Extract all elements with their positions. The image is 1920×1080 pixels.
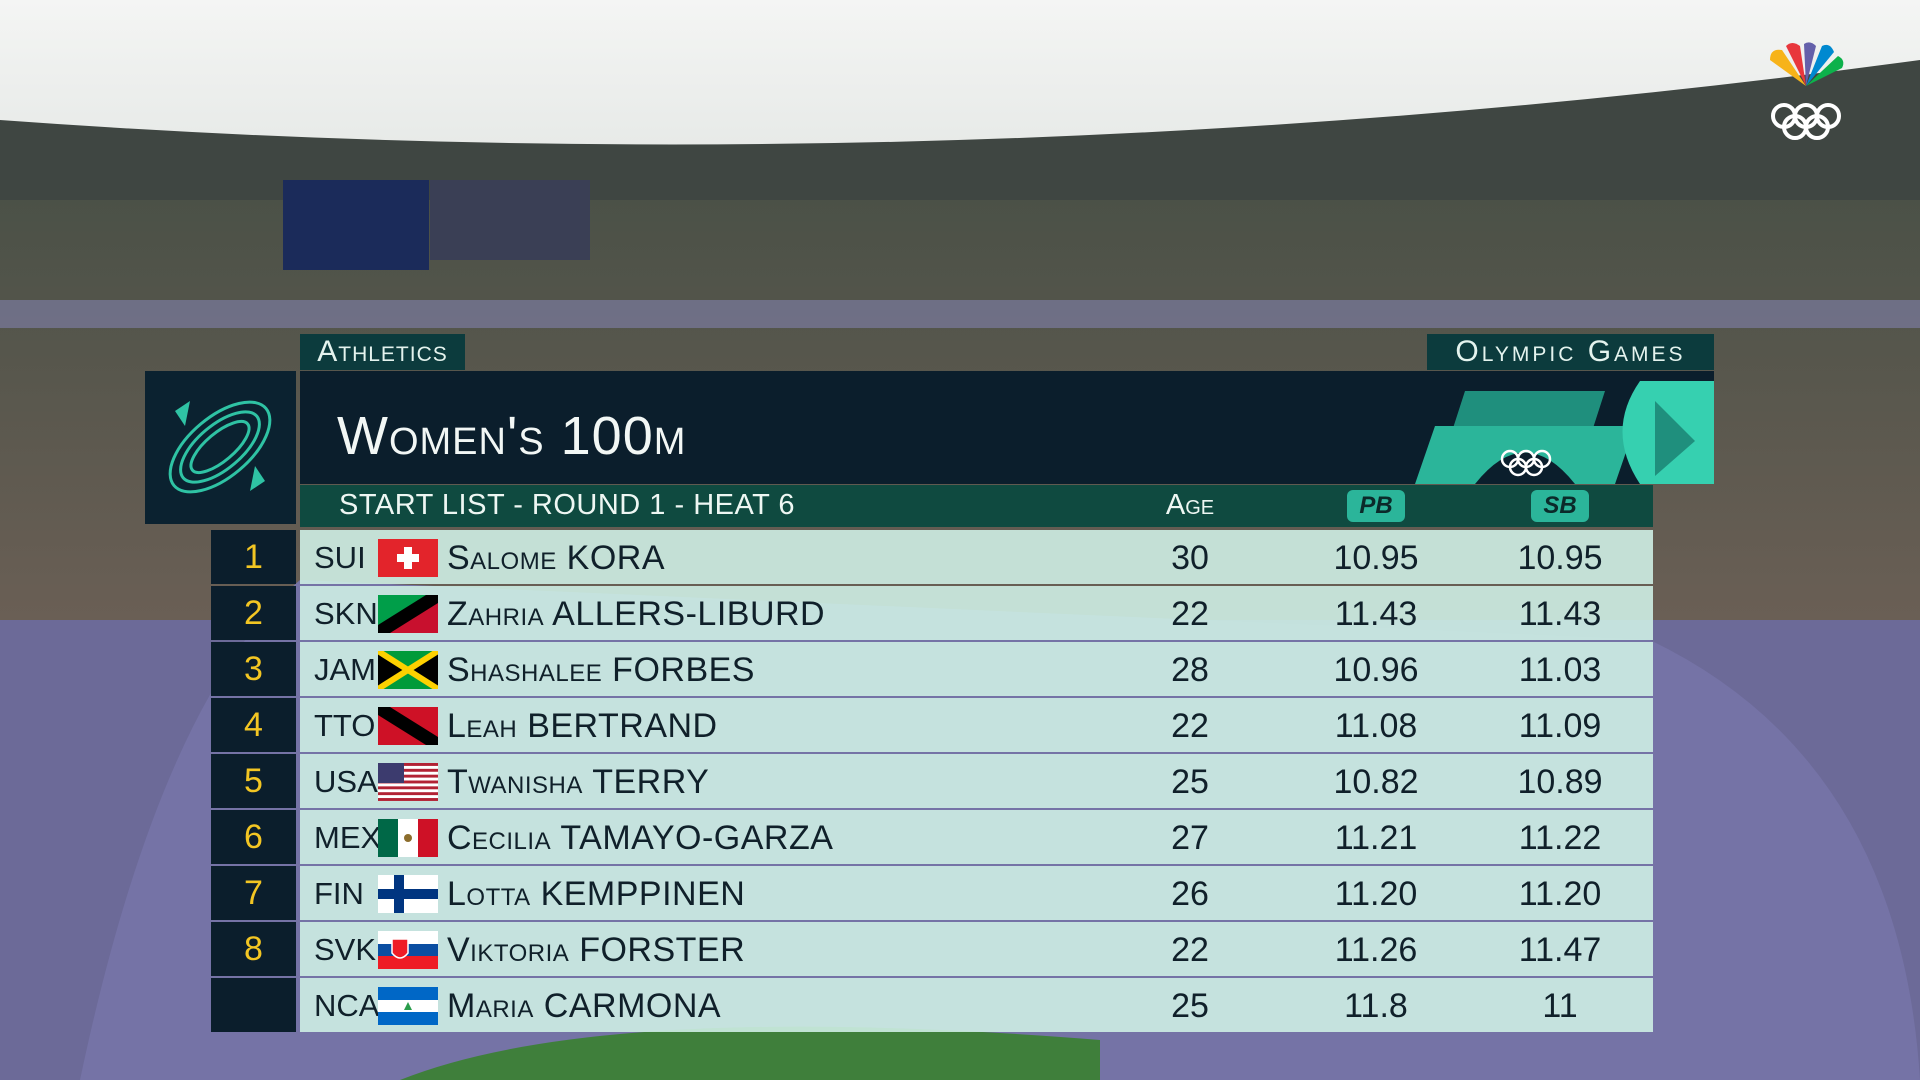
athlete-row: SVK Viktoria FORSTER 22 11.26 11.47 — [300, 922, 1653, 976]
event-title: Women's 100m — [337, 406, 687, 466]
age: 22 — [1171, 931, 1209, 969]
athlete-name: Leah BERTRAND — [447, 707, 718, 745]
pb-header: PB — [1347, 490, 1405, 522]
rank-box: 6 — [211, 810, 296, 864]
athlete-name: Lotta KEMPPINEN — [447, 875, 746, 913]
season-best: 11.22 — [1518, 819, 1602, 857]
athlete-name: Twanisha TERRY — [447, 763, 710, 801]
personal-best: 10.96 — [1333, 651, 1419, 689]
season-best: 11.47 — [1518, 931, 1602, 969]
flag — [378, 819, 438, 857]
athlete-name: Zahria ALLERS-LIBURD — [447, 595, 826, 633]
athlete-row: FIN Lotta KEMPPINEN 26 11.20 11.20 — [300, 866, 1653, 920]
country-code: TTO — [314, 708, 376, 743]
age: 28 — [1171, 651, 1209, 689]
athlete-name: Viktoria FORSTER — [447, 931, 746, 969]
athlete-row: USA Twanisha TERRY 25 10.82 10.89 — [300, 754, 1653, 808]
season-best: 10.89 — [1517, 763, 1603, 801]
age-header: Age — [1165, 489, 1215, 521]
personal-best: 11.26 — [1334, 931, 1418, 969]
sport-tab: Athletics — [300, 334, 465, 370]
athlete-name: Cecilia TAMAYO-GARZA — [447, 819, 834, 857]
country-code: NCA — [314, 988, 380, 1023]
personal-best: 11.21 — [1334, 819, 1418, 857]
season-best: 10.95 — [1517, 539, 1603, 577]
flag — [378, 539, 438, 577]
athlete-row: NCA Maria CARMONA 25 11.8 11 — [300, 978, 1653, 1032]
personal-best: 11.43 — [1334, 595, 1418, 633]
flag — [378, 595, 438, 633]
athlete-row: SKN Zahria ALLERS-LIBURD 22 11.43 11.43 — [300, 586, 1653, 640]
personal-best: 11.20 — [1334, 875, 1418, 913]
rank-box: 8 — [211, 922, 296, 976]
flag — [378, 707, 438, 745]
rank-box: 4 — [211, 698, 296, 752]
personal-best: 11.8 — [1344, 987, 1408, 1025]
athlete-name: Shashalee FORBES — [447, 651, 755, 689]
rank-box: 7 — [211, 866, 296, 920]
season-best: 11 — [1542, 987, 1578, 1025]
athlete-row: TTO Leah BERTRAND 22 11.08 11.09 — [300, 698, 1653, 752]
athlete-row: MEX Cecilia TAMAYO-GARZA 27 11.21 11.22 — [300, 810, 1653, 864]
track-icon — [168, 400, 272, 494]
athlete-row: SUI Salome KORA 30 10.95 10.95 — [300, 530, 1653, 584]
country-code: MEX — [314, 820, 382, 855]
season-best: 11.09 — [1518, 707, 1602, 745]
age: 27 — [1171, 819, 1209, 857]
age: 22 — [1171, 595, 1209, 633]
age: 26 — [1171, 875, 1209, 913]
flag — [378, 763, 438, 801]
flag — [378, 931, 438, 969]
country-code: SKN — [314, 596, 378, 631]
event-subtitle: START LIST - ROUND 1 - HEAT 6 — [339, 489, 796, 521]
flag — [378, 987, 438, 1025]
age: 22 — [1171, 707, 1209, 745]
athlete-name: Salome KORA — [447, 539, 666, 577]
age: 25 — [1171, 987, 1209, 1025]
flag — [378, 651, 438, 689]
season-best: 11.03 — [1518, 651, 1602, 689]
athlete-name: Maria CARMONA — [447, 987, 722, 1025]
flag — [378, 875, 438, 913]
country-code: SVK — [314, 932, 377, 967]
age: 25 — [1171, 763, 1209, 801]
games-graphic — [1415, 381, 1714, 484]
sport-icon — [145, 371, 296, 524]
games-tab: Olympic Games — [1427, 334, 1714, 370]
subtitle-bar — [300, 485, 1653, 527]
country-code: JAM — [314, 652, 376, 687]
rank-box: 5 — [211, 754, 296, 808]
title-bar — [300, 371, 1714, 484]
season-best: 11.20 — [1518, 875, 1602, 913]
age: 30 — [1171, 539, 1209, 577]
personal-best: 10.95 — [1333, 539, 1419, 577]
rank-box: 2 — [211, 586, 296, 640]
rank-box — [211, 978, 296, 1032]
country-code: FIN — [314, 876, 364, 911]
rank-box: 1 — [211, 530, 296, 584]
personal-best: 11.08 — [1334, 707, 1418, 745]
country-code: SUI — [314, 540, 366, 575]
personal-best: 10.82 — [1333, 763, 1419, 801]
rank-box: 3 — [211, 642, 296, 696]
sb-header: SB — [1531, 490, 1589, 522]
athlete-row: JAM Shashalee FORBES 28 10.96 11.03 — [300, 642, 1653, 696]
country-code: USA — [314, 764, 378, 799]
season-best: 11.43 — [1518, 595, 1602, 633]
